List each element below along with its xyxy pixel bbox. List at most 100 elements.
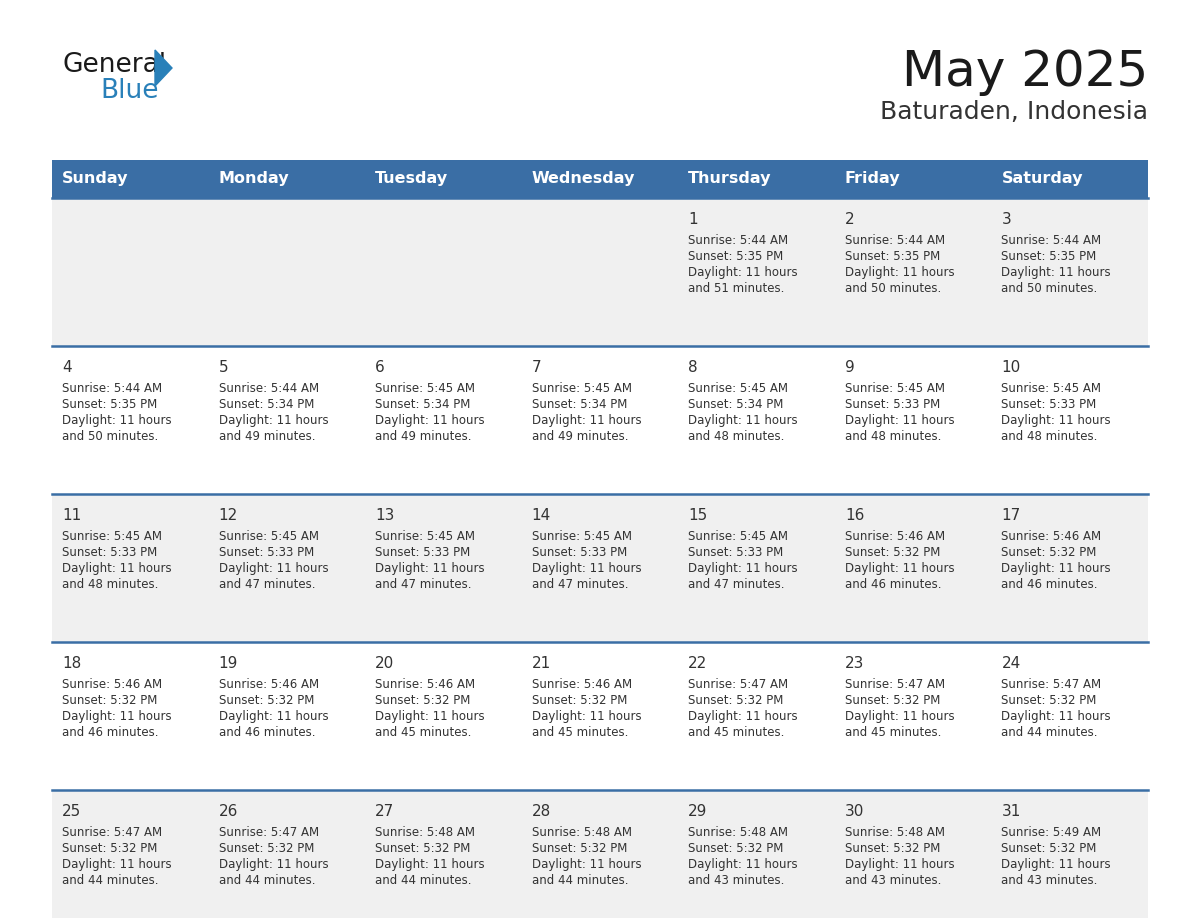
Text: Sunrise: 5:45 AM: Sunrise: 5:45 AM [845, 382, 944, 395]
Text: and 45 minutes.: and 45 minutes. [375, 726, 472, 739]
Text: Sunset: 5:34 PM: Sunset: 5:34 PM [219, 398, 314, 411]
Text: Sunrise: 5:45 AM: Sunrise: 5:45 AM [688, 530, 789, 543]
Text: and 43 minutes.: and 43 minutes. [1001, 874, 1098, 887]
Text: Daylight: 11 hours: Daylight: 11 hours [1001, 710, 1111, 723]
Text: Sunrise: 5:44 AM: Sunrise: 5:44 AM [219, 382, 318, 395]
Text: Baturaden, Indonesia: Baturaden, Indonesia [880, 100, 1148, 124]
Text: Daylight: 11 hours: Daylight: 11 hours [688, 710, 798, 723]
Text: 18: 18 [62, 656, 81, 671]
Text: Sunset: 5:34 PM: Sunset: 5:34 PM [532, 398, 627, 411]
Bar [52, 790, 1148, 918]
Text: and 47 minutes.: and 47 minutes. [219, 578, 315, 591]
Text: 4: 4 [62, 360, 71, 375]
Text: Daylight: 11 hours: Daylight: 11 hours [1001, 858, 1111, 871]
Text: and 44 minutes.: and 44 minutes. [62, 874, 158, 887]
Text: Sunset: 5:35 PM: Sunset: 5:35 PM [1001, 250, 1097, 263]
Text: Tuesday: Tuesday [375, 172, 448, 186]
Text: Daylight: 11 hours: Daylight: 11 hours [532, 858, 642, 871]
Text: 10: 10 [1001, 360, 1020, 375]
Polygon shape [154, 50, 172, 86]
Text: 7: 7 [532, 360, 542, 375]
Text: Daylight: 11 hours: Daylight: 11 hours [62, 858, 171, 871]
Text: and 44 minutes.: and 44 minutes. [1001, 726, 1098, 739]
Text: Sunrise: 5:46 AM: Sunrise: 5:46 AM [62, 678, 162, 691]
Text: Sunset: 5:32 PM: Sunset: 5:32 PM [375, 842, 470, 855]
Text: Daylight: 11 hours: Daylight: 11 hours [845, 414, 954, 427]
Text: 15: 15 [688, 508, 708, 523]
Bar [52, 346, 1148, 494]
Text: Daylight: 11 hours: Daylight: 11 hours [62, 710, 171, 723]
Text: Sunset: 5:34 PM: Sunset: 5:34 PM [688, 398, 784, 411]
Text: Sunset: 5:33 PM: Sunset: 5:33 PM [1001, 398, 1097, 411]
Text: Daylight: 11 hours: Daylight: 11 hours [375, 414, 485, 427]
Text: Blue: Blue [100, 78, 158, 104]
Text: 22: 22 [688, 656, 708, 671]
Text: Sunset: 5:35 PM: Sunset: 5:35 PM [845, 250, 940, 263]
Text: Daylight: 11 hours: Daylight: 11 hours [62, 562, 171, 575]
Text: 2: 2 [845, 212, 854, 227]
Text: Sunrise: 5:45 AM: Sunrise: 5:45 AM [375, 530, 475, 543]
Text: and 48 minutes.: and 48 minutes. [688, 430, 784, 443]
Text: Sunset: 5:32 PM: Sunset: 5:32 PM [219, 694, 314, 707]
Text: and 49 minutes.: and 49 minutes. [375, 430, 472, 443]
Text: Daylight: 11 hours: Daylight: 11 hours [845, 858, 954, 871]
Text: Saturday: Saturday [1001, 172, 1083, 186]
Text: and 50 minutes.: and 50 minutes. [845, 282, 941, 295]
Text: Sunrise: 5:46 AM: Sunrise: 5:46 AM [532, 678, 632, 691]
Text: Sunset: 5:32 PM: Sunset: 5:32 PM [688, 842, 784, 855]
Text: 12: 12 [219, 508, 238, 523]
Text: Daylight: 11 hours: Daylight: 11 hours [845, 266, 954, 279]
Text: and 47 minutes.: and 47 minutes. [375, 578, 472, 591]
Text: 23: 23 [845, 656, 864, 671]
Text: Sunrise: 5:46 AM: Sunrise: 5:46 AM [375, 678, 475, 691]
Text: 28: 28 [532, 804, 551, 819]
Bar [52, 494, 1148, 642]
Text: Sunset: 5:33 PM: Sunset: 5:33 PM [62, 546, 157, 559]
Text: Sunset: 5:32 PM: Sunset: 5:32 PM [845, 842, 940, 855]
Text: and 49 minutes.: and 49 minutes. [219, 430, 315, 443]
Text: Sunrise: 5:47 AM: Sunrise: 5:47 AM [62, 826, 162, 839]
Text: Sunday: Sunday [62, 172, 128, 186]
Text: 13: 13 [375, 508, 394, 523]
Text: 17: 17 [1001, 508, 1020, 523]
Text: 16: 16 [845, 508, 864, 523]
Bar [52, 160, 1148, 198]
Text: 9: 9 [845, 360, 854, 375]
Text: Sunrise: 5:48 AM: Sunrise: 5:48 AM [375, 826, 475, 839]
Text: Sunset: 5:32 PM: Sunset: 5:32 PM [1001, 694, 1097, 707]
Text: Sunrise: 5:45 AM: Sunrise: 5:45 AM [532, 530, 632, 543]
Text: 6: 6 [375, 360, 385, 375]
Text: Daylight: 11 hours: Daylight: 11 hours [688, 414, 798, 427]
Text: Sunrise: 5:45 AM: Sunrise: 5:45 AM [1001, 382, 1101, 395]
Text: Sunrise: 5:45 AM: Sunrise: 5:45 AM [375, 382, 475, 395]
Text: Daylight: 11 hours: Daylight: 11 hours [219, 710, 328, 723]
Text: and 49 minutes.: and 49 minutes. [532, 430, 628, 443]
Text: and 48 minutes.: and 48 minutes. [62, 578, 158, 591]
Text: Sunrise: 5:44 AM: Sunrise: 5:44 AM [1001, 234, 1101, 247]
Text: 3: 3 [1001, 212, 1011, 227]
Text: and 47 minutes.: and 47 minutes. [688, 578, 785, 591]
Text: and 44 minutes.: and 44 minutes. [532, 874, 628, 887]
Text: Wednesday: Wednesday [532, 172, 636, 186]
Text: 31: 31 [1001, 804, 1020, 819]
Text: Sunset: 5:32 PM: Sunset: 5:32 PM [62, 694, 157, 707]
Text: Sunset: 5:32 PM: Sunset: 5:32 PM [532, 694, 627, 707]
Text: Sunset: 5:35 PM: Sunset: 5:35 PM [62, 398, 157, 411]
Text: Sunrise: 5:44 AM: Sunrise: 5:44 AM [688, 234, 789, 247]
Text: Monday: Monday [219, 172, 289, 186]
Text: and 44 minutes.: and 44 minutes. [375, 874, 472, 887]
Text: 20: 20 [375, 656, 394, 671]
Text: Sunset: 5:33 PM: Sunset: 5:33 PM [219, 546, 314, 559]
Text: and 46 minutes.: and 46 minutes. [845, 578, 941, 591]
Text: Daylight: 11 hours: Daylight: 11 hours [375, 858, 485, 871]
Text: and 50 minutes.: and 50 minutes. [62, 430, 158, 443]
Text: and 48 minutes.: and 48 minutes. [1001, 430, 1098, 443]
Text: Sunrise: 5:46 AM: Sunrise: 5:46 AM [845, 530, 944, 543]
Text: and 48 minutes.: and 48 minutes. [845, 430, 941, 443]
Text: 30: 30 [845, 804, 864, 819]
Text: Sunset: 5:32 PM: Sunset: 5:32 PM [688, 694, 784, 707]
Text: Daylight: 11 hours: Daylight: 11 hours [219, 858, 328, 871]
Text: 14: 14 [532, 508, 551, 523]
Text: Sunrise: 5:44 AM: Sunrise: 5:44 AM [845, 234, 944, 247]
Text: Sunrise: 5:47 AM: Sunrise: 5:47 AM [688, 678, 789, 691]
